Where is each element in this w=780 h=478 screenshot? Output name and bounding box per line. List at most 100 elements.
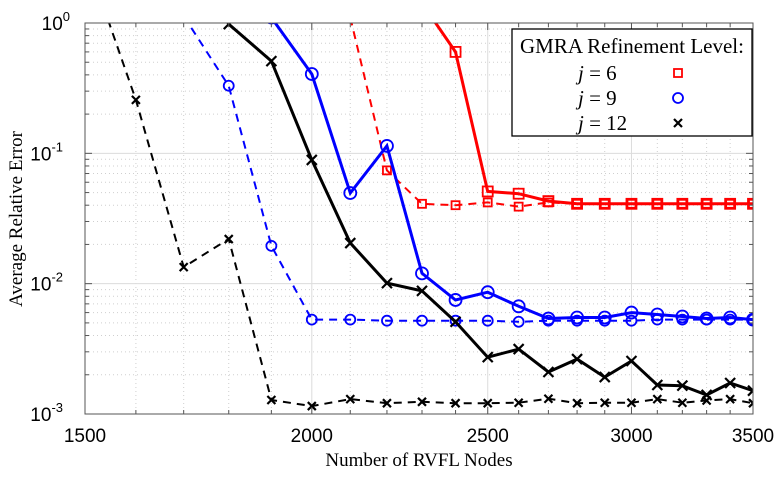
circle-marker bbox=[448, 293, 463, 307]
square-marker bbox=[676, 197, 689, 210]
series-line bbox=[108, 23, 753, 408]
x-tick-label: 1500 bbox=[64, 426, 106, 447]
circle-marker bbox=[624, 305, 639, 320]
circle-marker bbox=[179, 11, 189, 21]
circle-marker bbox=[651, 313, 664, 326]
x-marker bbox=[131, 95, 141, 105]
circle-marker bbox=[541, 311, 556, 326]
x-marker bbox=[542, 366, 555, 378]
circle-marker bbox=[305, 313, 318, 326]
x-marker bbox=[178, 262, 189, 272]
series-j6-dashed bbox=[346, 14, 753, 212]
circle-marker bbox=[343, 186, 358, 200]
x-tick-label: 2500 bbox=[467, 426, 509, 447]
y-tick-label: 10-2 bbox=[30, 270, 63, 296]
x-marker bbox=[701, 395, 712, 406]
circle-marker bbox=[570, 310, 584, 325]
circle-marker bbox=[344, 313, 357, 326]
circle-marker bbox=[449, 314, 462, 327]
square-marker bbox=[481, 185, 494, 198]
circle-marker bbox=[747, 313, 753, 326]
x-marker bbox=[747, 384, 753, 397]
x-marker bbox=[572, 398, 582, 408]
circle-marker bbox=[416, 314, 428, 327]
square-marker bbox=[543, 197, 554, 208]
x-marker bbox=[306, 154, 318, 166]
x-marker bbox=[449, 316, 462, 328]
circle-marker bbox=[597, 310, 612, 325]
x-marker bbox=[677, 397, 688, 408]
square-marker bbox=[652, 198, 663, 209]
circle-marker bbox=[724, 313, 737, 326]
circle-marker bbox=[511, 299, 526, 314]
square-marker bbox=[346, 14, 354, 22]
square-marker bbox=[382, 165, 392, 176]
x-marker bbox=[652, 394, 663, 404]
square-marker bbox=[449, 46, 462, 58]
x-marker bbox=[748, 398, 753, 408]
x-axis-label: Number of RVFL Nodes bbox=[325, 450, 512, 471]
legend-label: j = 9 bbox=[575, 86, 617, 110]
series-j12-solid bbox=[222, 23, 753, 401]
y-tick-label: 100 bbox=[42, 9, 70, 35]
series-j12-dashed bbox=[108, 23, 753, 411]
circle-marker bbox=[381, 314, 393, 327]
circle-marker bbox=[265, 239, 278, 252]
x-marker bbox=[598, 371, 611, 383]
series-line bbox=[186, 23, 753, 323]
series-j9-dashed bbox=[179, 11, 753, 328]
series-line bbox=[350, 23, 753, 208]
circle-marker bbox=[304, 67, 319, 81]
legend-label: j = 12 bbox=[575, 111, 627, 135]
legend-label: j = 6 bbox=[575, 61, 617, 85]
y-tick-label: 10-3 bbox=[30, 400, 63, 426]
series-layer bbox=[108, 0, 753, 411]
x-marker bbox=[626, 397, 637, 408]
circle-marker bbox=[481, 314, 494, 327]
circle-marker bbox=[675, 309, 690, 324]
x-marker bbox=[625, 355, 638, 367]
plot-frame bbox=[84, 22, 754, 415]
x-marker bbox=[724, 377, 736, 389]
x-marker bbox=[651, 379, 664, 391]
x-marker bbox=[513, 397, 524, 408]
x-marker bbox=[725, 394, 735, 404]
circle-marker bbox=[267, 23, 276, 25]
square-marker bbox=[599, 198, 610, 209]
x-marker bbox=[266, 395, 277, 405]
x-marker bbox=[543, 393, 554, 404]
legend: GMRA Refinement Level: j = 6j = 9j = 12 bbox=[511, 28, 753, 137]
circle-marker bbox=[415, 266, 429, 281]
series-line bbox=[227, 23, 753, 397]
x-marker bbox=[382, 398, 392, 408]
x-marker bbox=[599, 397, 610, 408]
square-marker bbox=[572, 198, 582, 209]
square-marker bbox=[701, 198, 712, 209]
x-marker bbox=[223, 234, 234, 244]
circle-marker bbox=[571, 314, 583, 327]
x-marker bbox=[512, 343, 525, 355]
square-marker bbox=[482, 197, 493, 208]
circle-marker bbox=[746, 312, 753, 327]
x-marker bbox=[417, 397, 427, 407]
x-marker bbox=[450, 398, 461, 408]
square-marker bbox=[748, 198, 753, 209]
x-marker bbox=[265, 55, 278, 67]
square-marker bbox=[417, 0, 427, 8]
square-marker bbox=[513, 201, 524, 212]
square-marker bbox=[450, 200, 461, 211]
circle-marker bbox=[625, 314, 638, 327]
square-marker bbox=[673, 68, 683, 78]
x-tick-label: 3500 bbox=[732, 426, 774, 447]
x-marker bbox=[571, 353, 583, 365]
circle-marker bbox=[672, 92, 684, 104]
x-marker bbox=[344, 237, 357, 249]
x-marker bbox=[307, 401, 317, 411]
x-tick-label: 2000 bbox=[291, 426, 333, 447]
x-marker bbox=[482, 398, 493, 408]
x-marker bbox=[673, 118, 683, 128]
legend-box bbox=[511, 28, 753, 137]
y-axis-label: Average Relative Error bbox=[6, 130, 27, 307]
square-marker bbox=[626, 198, 637, 209]
